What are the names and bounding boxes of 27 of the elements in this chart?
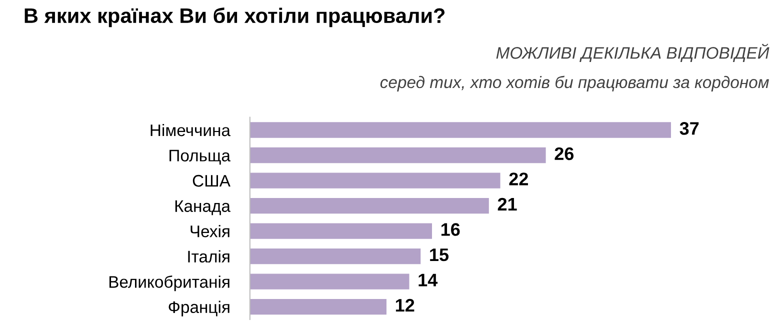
data-label: 26	[554, 147, 574, 160]
y-tick-label: Чехія	[190, 225, 230, 238]
text: МОЖЛИВІ ДЕКІЛЬКА ВІДПОВІДЕЙ	[496, 44, 770, 62]
data-label: 15	[430, 248, 449, 262]
y-tick-label: Італія	[188, 250, 230, 263]
bar	[250, 248, 421, 264]
y-tick-label: Канада	[175, 200, 230, 216]
data-label: 16	[441, 223, 460, 236]
data-label: 37	[680, 122, 699, 135]
data-label: 12	[396, 298, 414, 312]
bar	[250, 299, 386, 315]
y-tick-label: Польща	[170, 150, 230, 165]
data-label: 22	[509, 172, 528, 186]
y-tick-label: США	[192, 174, 230, 187]
bar	[250, 172, 500, 188]
bar	[250, 198, 489, 214]
bar	[250, 147, 546, 164]
bar	[250, 223, 432, 239]
y-tick-label: Великобританія	[109, 275, 230, 292]
chart-title: В яких країнах Ви би хотіли працювали?	[24, 8, 445, 28]
y-tick-label: Німеччина	[150, 124, 230, 136]
data-label: 21	[498, 198, 517, 210]
text: серед тих, хто хотів би працювати за кордоном	[380, 76, 769, 92]
y-tick-label: Франція	[168, 300, 230, 316]
bar	[250, 122, 671, 138]
data-label: 14	[418, 274, 438, 286]
bar	[250, 274, 410, 290]
